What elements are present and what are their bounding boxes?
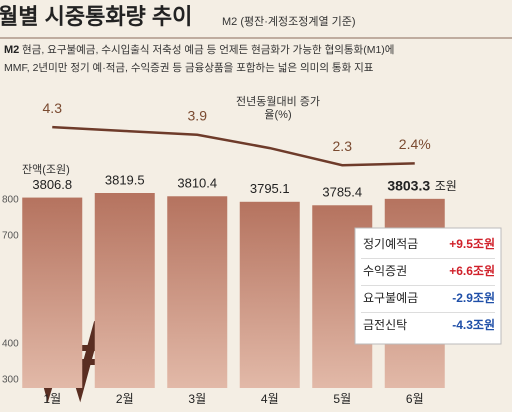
bar-value-label: 3803.3	[387, 178, 430, 194]
breakdown-label: 금전신탁	[363, 318, 407, 332]
breakdown-change: -4.3조원	[452, 318, 495, 332]
breakdown-change: +9.5조원	[449, 237, 495, 251]
x-tick-label: 4월	[261, 392, 279, 406]
subtitle: M2 (평잔·계정조정계열 기준)	[222, 15, 356, 28]
note-label: M2	[4, 44, 19, 56]
bar-value-label: 3806.8	[32, 177, 72, 192]
bar	[239, 201, 300, 388]
line	[52, 125, 415, 167]
note-line: 현금, 요구불예금, 수시입출식 저축성 예금 등 언제든 현금화가 가능한 협…	[22, 43, 394, 56]
line-value-label: 2.3	[333, 138, 353, 154]
unit-label: 조원	[435, 179, 457, 193]
y-tick-label: 700	[2, 231, 19, 242]
breakdown-change: +6.6조원	[449, 264, 495, 278]
x-tick-label: 6월	[406, 392, 424, 406]
bar-series-label: 잔액(조원)	[22, 163, 70, 176]
breakdown-label: 정기예적금	[363, 237, 418, 251]
bar	[22, 197, 83, 388]
line-series-label: 전년동월대비 증가율(%)	[236, 96, 321, 121]
breakdown-label: 요구불예금	[363, 291, 418, 305]
line-value-label: 3.9	[188, 107, 208, 123]
x-tick-label: 5월	[333, 392, 351, 406]
breakdown-label: 수익증권	[363, 264, 407, 278]
x-tick-label: 2월	[116, 392, 134, 406]
line-value-label: 2.4%	[399, 136, 431, 152]
bar	[167, 196, 228, 388]
bar-value-label: 3795.1	[250, 181, 290, 196]
bar-value-label: 3810.4	[177, 176, 217, 191]
y-tick-label: 400	[2, 339, 19, 350]
bar	[94, 193, 155, 388]
note-line: MMF, 2년미만 정기 예·적금, 수익증권 등 금융상품을 포함하는 넓은 …	[4, 61, 374, 74]
y-tick-label: 800	[2, 195, 19, 206]
line-value-label: 4.3	[43, 100, 63, 116]
bar-value-label: 3785.4	[322, 185, 362, 200]
bar-value-label: 3819.5	[105, 172, 145, 187]
title: 월별 시중통화량 추이	[0, 4, 192, 29]
x-tick-label: 3월	[188, 392, 206, 406]
y-tick-label: 300	[2, 375, 19, 386]
x-tick-label: 1월	[43, 392, 61, 406]
breakdown-change: -2.9조원	[452, 291, 495, 305]
